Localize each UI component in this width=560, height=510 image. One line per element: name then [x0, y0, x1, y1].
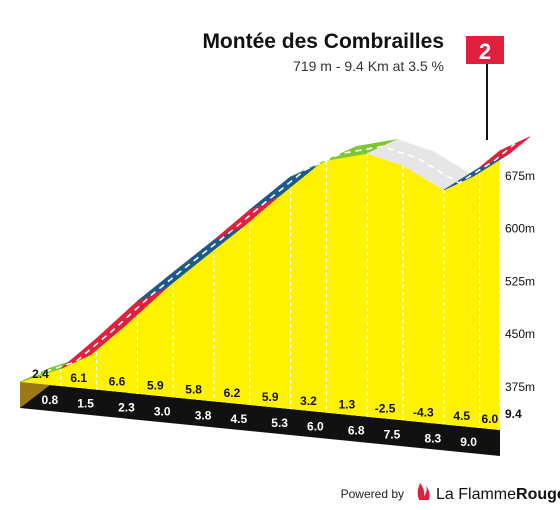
gradient-label: 6.1 — [70, 371, 87, 385]
km-label: 2.3 — [118, 401, 135, 415]
gradient-label: -2.5 — [375, 402, 396, 416]
svg-text:La FlammeRouge: La FlammeRouge — [436, 486, 560, 503]
gradient-ribbon — [19, 136, 531, 383]
base-strip — [20, 382, 500, 456]
chart-title: Montée des Combrailles — [202, 30, 444, 53]
y-tick-label: 375m — [505, 380, 535, 394]
chart-subtitle: 719 m - 9.4 Km at 3.5 % — [293, 58, 444, 74]
profile-area — [20, 150, 500, 431]
flame-icon — [417, 483, 430, 500]
gradient-label: 6.2 — [224, 386, 241, 400]
gradient-labels: 2.4 6.1 6.6 5.9 5.8 6.2 5.9 3.2 1.3 -2.5 -4.3 4.5 6.… — [32, 367, 498, 426]
km-label: 3.8 — [195, 408, 212, 422]
km-label: 3.0 — [154, 404, 171, 418]
ribbon-center-line — [34, 143, 516, 376]
brand-bold: Rouge — [516, 486, 560, 503]
gradient-label: 5.9 — [262, 390, 279, 404]
km-label: 9.4 — [505, 407, 522, 421]
gradient-label: 5.9 — [147, 379, 164, 393]
y-tick-label: 600m — [505, 222, 535, 236]
category-badge: 2 — [479, 39, 491, 64]
gradient-label: 6.0 — [481, 412, 498, 426]
km-label: 1.5 — [77, 397, 94, 411]
category-flag — [466, 36, 504, 64]
km-label: 0.8 — [42, 393, 59, 407]
y-tick-label: 450m — [505, 327, 535, 341]
summit-flag: 2 — [466, 36, 504, 140]
km-label: 7.5 — [384, 427, 401, 441]
powered-by-label: Powered by — [341, 487, 404, 501]
km-label: 4.5 — [230, 412, 247, 426]
profile-fill — [20, 150, 500, 431]
gradient-label: 4.5 — [453, 409, 470, 423]
gradient-label: 3.2 — [300, 394, 317, 408]
gradient-label: 1.3 — [338, 398, 355, 412]
y-tick-label: 525m — [505, 274, 535, 288]
km-label: 6.0 — [307, 420, 324, 434]
brand-regular: La Flamme — [436, 486, 516, 503]
km-label: 6.8 — [348, 424, 365, 438]
footer: Powered by La FlammeRouge — [341, 483, 560, 503]
gradient-label: -4.3 — [413, 405, 434, 419]
y-tick-label: 675m — [505, 169, 535, 183]
y-axis-ticks: 675m 600m 525m 450m 375m — [505, 169, 535, 394]
km-label: 5.3 — [271, 416, 288, 430]
gradient-label: 6.6 — [109, 375, 126, 389]
km-labels: 0.8 1.5 2.3 3.0 3.8 4.5 5.3 6.0 6.8 7.5 8.3 9.0 9.4 — [42, 393, 523, 449]
km-gridlines — [60, 150, 501, 430]
km-label: 8.3 — [424, 431, 441, 445]
gradient-label: 5.8 — [185, 382, 202, 396]
gradient-label: 2.4 — [32, 367, 49, 381]
km-label: 9.0 — [460, 435, 477, 449]
